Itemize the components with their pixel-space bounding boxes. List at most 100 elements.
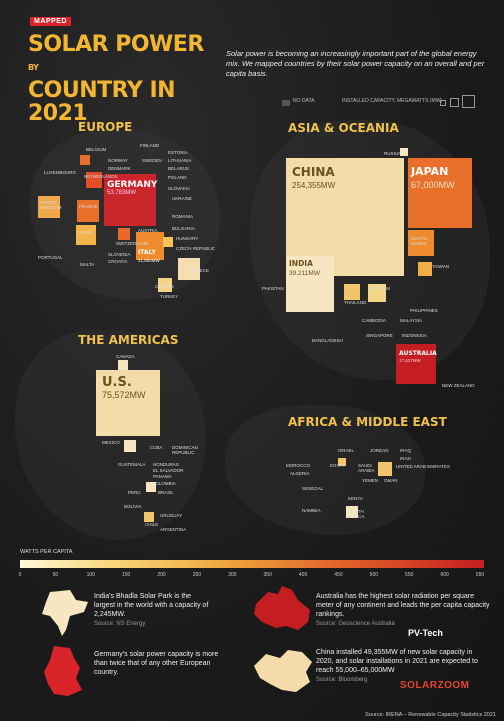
germany-value: 53,783MW (107, 190, 137, 196)
france-square (77, 200, 99, 222)
label-chile: CHILE (145, 522, 159, 527)
label-singapore: SINGAPORE (366, 333, 393, 338)
no-data-swatch (282, 100, 290, 106)
label-malaysia: MALAYSIA (400, 318, 423, 323)
korea-square (408, 230, 434, 256)
label-uruguay: URUGUAY (160, 513, 183, 518)
label-mexico: MEXICO (102, 440, 120, 445)
chile-square (144, 512, 154, 522)
label-lithuania: LITHUANIA (168, 158, 192, 163)
label-kenya: KENYA (348, 496, 363, 501)
hungary-square (163, 237, 173, 247)
label-russia: RUSSIA (384, 151, 401, 156)
australia-value: 17,627MW (399, 358, 421, 363)
fact-china-source: Source: Bloomberg (316, 677, 368, 683)
label-honduras: HONDURAS (153, 462, 179, 467)
label-uk: UNITED KINGDOM (40, 200, 62, 210)
legend-square-small (440, 100, 446, 106)
spain-square (76, 225, 96, 245)
per-capita-tick: 50 (52, 572, 59, 578)
india-map-icon (42, 590, 88, 636)
japan-name: JAPAN (411, 165, 449, 178)
italy-value: 21,600MW (138, 258, 160, 263)
per-capita-tick: 200 (157, 572, 166, 578)
label-poland: POLAND (168, 175, 187, 180)
label-netherlands: NETHERLANDS (84, 174, 118, 179)
label-jordan: JORDAN (370, 448, 389, 453)
label-south-africa: SOUTH AFRICA (348, 509, 365, 519)
label-ukraine: UKRAINE (172, 196, 193, 201)
label-austria: AUSTRIA (138, 228, 158, 233)
label-dominican: DOMINICAN REPUBLIC (172, 445, 198, 455)
label-hungary: HUNGARY (176, 236, 199, 241)
per-capita-tick: 500 (369, 572, 379, 578)
switzerland-square (118, 228, 130, 240)
per-capita-tick: 450 (334, 572, 343, 578)
israel-square (338, 458, 346, 466)
per-capita-tick: 650 (475, 572, 485, 578)
label-namibia: NAMIBIA (302, 508, 321, 513)
label-peru: PERU (128, 490, 141, 495)
us-square (96, 370, 160, 436)
greece-square (158, 278, 172, 292)
china-map-icon (254, 650, 312, 692)
italy-name: ITALY (138, 249, 156, 256)
fact-germany-text: Germany's solar power capacity is more t… (94, 651, 219, 676)
australia-square (396, 344, 436, 384)
label-portugal: PORTUGAL (38, 255, 63, 260)
germany-name: GERMANY (107, 180, 158, 190)
us-name: U.S. (102, 375, 132, 390)
label-morocco: MOROCCO (286, 463, 310, 468)
label-bolivia: BOLIVIA (124, 504, 142, 509)
brazil-square (146, 482, 156, 492)
label-turkey: TURKEY (160, 294, 179, 299)
pvtech-watermark: PV-Tech (408, 628, 443, 638)
per-capita-label: WATTS PER CAPITA (20, 549, 73, 555)
title-line2: COUNTRY IN 2021 (28, 78, 176, 126)
us-value: 75,572MW (102, 390, 146, 400)
mexico-square (124, 440, 136, 452)
fact-australia-source: Source: Geoscience Australia (316, 621, 395, 627)
label-malta: MALTA (80, 262, 95, 267)
fact-india-text: India's Bhadla Solar Park is the largest… (94, 593, 209, 618)
label-el-salvador: EL SALVADOR (153, 468, 184, 473)
germany-square (104, 174, 156, 226)
label-croatia: CROATIA (108, 259, 128, 264)
label-iran: IRAN (400, 456, 411, 461)
label-egypt: EGYPT (330, 463, 346, 468)
label-vietnam: VIETNAM (370, 286, 391, 291)
label-czech: CZECH REPUBLIC (176, 246, 216, 251)
per-capita-tick: 600 (440, 572, 449, 578)
per-capita-tick: 300 (228, 572, 237, 578)
south-africa-square (346, 506, 358, 518)
china-value: 254,355MW (292, 181, 336, 190)
title-line1: SOLAR POWER (28, 32, 204, 57)
legend-no-data: NO DATA (293, 98, 315, 104)
label-denmark: DENMARK (108, 166, 131, 171)
region-americas: THE AMERICAS (78, 333, 179, 347)
label-romania: ROMANIA (172, 214, 194, 219)
solarzoom-watermark: SOLARZOOM (400, 680, 470, 691)
title-by: BY (28, 63, 39, 72)
label-colombia: COLOMBIA (152, 481, 176, 486)
label-slovakia: SLOVAKIA (168, 186, 190, 191)
legend-square-large (462, 95, 475, 108)
label-oman: OMAN (384, 478, 398, 483)
fact-germany: Germany's solar power capacity is more t… (94, 650, 228, 677)
label-indonesia: INDONESIA (402, 333, 427, 338)
label-belgium: BELGIUM (86, 147, 107, 152)
per-capita-tick: 350 (263, 572, 272, 578)
uae-square (378, 462, 392, 476)
china-name: CHINA (292, 165, 335, 179)
region-africa: AFRICA & MIDDLE EAST (288, 415, 447, 429)
russia-square (400, 148, 408, 156)
fact-australia-text: Australia has the highest solar radiatio… (316, 593, 490, 618)
legend-square-medium (450, 98, 459, 107)
label-norway: NORWAY (108, 158, 128, 163)
fact-india-source: Source: NS Energy (94, 621, 146, 627)
belgium-square (80, 155, 90, 165)
legend-installed: INSTALLED CAPACITY, MEGAWATTS (MW) (342, 98, 443, 104)
label-pakistan: PAKISTAN (262, 286, 284, 291)
india-name: INDIA (289, 259, 313, 268)
per-capita-tick: 400 (298, 572, 308, 578)
